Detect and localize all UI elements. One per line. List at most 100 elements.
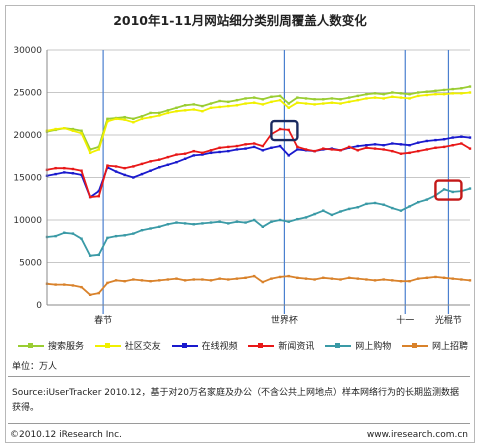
data-point bbox=[278, 127, 282, 131]
data-point bbox=[261, 144, 265, 148]
data-point bbox=[192, 223, 195, 226]
legend-label: 搜索服务 bbox=[48, 342, 85, 352]
data-point bbox=[123, 115, 126, 119]
data-point bbox=[304, 216, 308, 219]
data-point bbox=[140, 115, 144, 118]
data-point bbox=[97, 291, 100, 295]
data-point bbox=[201, 110, 204, 113]
data-point bbox=[330, 148, 334, 151]
data-point bbox=[347, 100, 351, 104]
data-point bbox=[313, 103, 316, 106]
data-point bbox=[304, 148, 308, 151]
legend-marker bbox=[411, 342, 417, 348]
y-tick-label: 20000 bbox=[13, 131, 42, 141]
data-point bbox=[54, 127, 57, 131]
data-point bbox=[339, 98, 342, 101]
data-point bbox=[71, 127, 75, 131]
data-point bbox=[166, 155, 170, 159]
data-point bbox=[399, 96, 403, 99]
legend-swatch bbox=[401, 342, 428, 348]
data-point bbox=[80, 129, 83, 132]
data-point bbox=[356, 206, 359, 209]
data-point bbox=[442, 88, 446, 92]
data-point bbox=[166, 109, 170, 112]
data-point bbox=[399, 280, 403, 283]
data-point bbox=[140, 117, 144, 121]
data-point bbox=[296, 96, 299, 99]
data-point bbox=[132, 165, 135, 168]
data-point bbox=[54, 234, 57, 238]
legend-swatch bbox=[94, 342, 121, 348]
data-point bbox=[71, 284, 75, 287]
data-point bbox=[252, 218, 256, 222]
data-point bbox=[408, 144, 411, 147]
data-point bbox=[183, 109, 187, 112]
data-point bbox=[322, 102, 325, 105]
data-point bbox=[140, 172, 144, 176]
data-point bbox=[382, 148, 385, 151]
data-point bbox=[80, 237, 83, 240]
data-point bbox=[54, 166, 57, 170]
data-point bbox=[451, 136, 454, 139]
legend-label: 社区交友 bbox=[124, 342, 161, 352]
data-point bbox=[296, 101, 299, 104]
data-point bbox=[97, 148, 100, 151]
data-point bbox=[158, 114, 161, 117]
highlight-box bbox=[270, 119, 299, 142]
data-point bbox=[382, 97, 385, 100]
data-point bbox=[339, 149, 342, 152]
data-point bbox=[365, 146, 368, 149]
data-point bbox=[356, 98, 359, 102]
data-point bbox=[434, 93, 437, 96]
data-point bbox=[54, 283, 57, 286]
website-text: www.iresearch.com.cn bbox=[366, 430, 468, 440]
y-tick-label: 5000 bbox=[19, 259, 42, 269]
data-point bbox=[287, 220, 290, 223]
data-point bbox=[373, 147, 377, 150]
x-event-label: 光棍节 bbox=[435, 314, 462, 326]
data-point bbox=[460, 92, 463, 95]
data-point bbox=[391, 91, 394, 94]
data-point bbox=[218, 277, 221, 280]
legend-item: 新闻资讯 bbox=[248, 339, 314, 352]
data-point bbox=[313, 149, 316, 153]
data-point bbox=[235, 144, 239, 148]
data-point bbox=[330, 277, 334, 280]
data-point bbox=[399, 152, 403, 155]
data-point bbox=[235, 277, 239, 280]
data-point bbox=[330, 213, 334, 217]
data-point bbox=[287, 102, 290, 105]
data-point bbox=[97, 195, 100, 198]
data-point bbox=[244, 102, 247, 105]
data-point bbox=[149, 280, 152, 283]
data-point bbox=[183, 222, 187, 225]
data-point bbox=[261, 280, 265, 284]
data-point bbox=[356, 144, 359, 148]
data-point bbox=[356, 94, 359, 98]
data-point bbox=[373, 96, 377, 99]
data-point bbox=[382, 203, 385, 206]
data-point bbox=[244, 97, 247, 100]
data-point bbox=[63, 171, 66, 174]
data-point bbox=[391, 279, 394, 282]
data-point bbox=[183, 104, 187, 107]
data-point bbox=[244, 221, 247, 224]
data-point bbox=[287, 154, 290, 157]
chart-title: 2010年1-11月网站细分类别周覆盖人数变化 bbox=[113, 13, 367, 28]
data-point bbox=[235, 148, 239, 151]
y-tick-label: 15000 bbox=[13, 174, 42, 184]
data-point bbox=[209, 221, 213, 224]
data-point bbox=[425, 148, 429, 151]
data-point bbox=[417, 277, 420, 280]
data-point bbox=[252, 101, 256, 104]
data-point bbox=[296, 217, 299, 221]
data-point bbox=[304, 97, 308, 100]
legend-swatch bbox=[171, 342, 198, 348]
line-chart: 0 5000 10000 15000 20000 25000 30000 春节 世界杯 十一 光棍节 bbox=[13, 46, 472, 326]
data-point bbox=[106, 120, 109, 123]
data-point bbox=[313, 212, 316, 216]
data-point bbox=[261, 225, 265, 228]
data-point bbox=[132, 278, 135, 281]
series-line bbox=[46, 128, 471, 199]
data-point bbox=[227, 278, 230, 281]
